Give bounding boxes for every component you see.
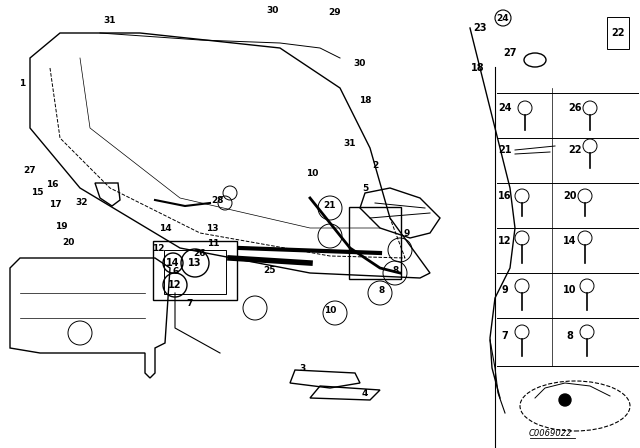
Text: 12: 12 bbox=[168, 280, 182, 290]
Text: 9: 9 bbox=[502, 285, 508, 295]
Text: 14: 14 bbox=[166, 258, 180, 268]
Text: 12: 12 bbox=[152, 244, 164, 253]
Text: 14: 14 bbox=[159, 224, 172, 233]
Circle shape bbox=[559, 394, 571, 406]
Text: 28: 28 bbox=[212, 195, 224, 204]
Text: 10: 10 bbox=[324, 306, 336, 314]
Text: 18: 18 bbox=[471, 63, 485, 73]
Text: 21: 21 bbox=[499, 145, 512, 155]
Text: 15: 15 bbox=[31, 188, 44, 197]
Text: C0069022: C0069022 bbox=[528, 428, 572, 438]
Text: 20: 20 bbox=[62, 237, 74, 246]
Text: 1: 1 bbox=[19, 78, 25, 87]
Text: 11: 11 bbox=[207, 238, 220, 247]
Text: 19: 19 bbox=[54, 221, 67, 231]
Text: 7: 7 bbox=[502, 331, 508, 341]
Text: 14: 14 bbox=[563, 236, 577, 246]
Text: 10: 10 bbox=[563, 285, 577, 295]
Text: 5: 5 bbox=[362, 184, 368, 193]
Text: 23: 23 bbox=[473, 23, 487, 33]
Text: 32: 32 bbox=[76, 198, 88, 207]
Text: 30: 30 bbox=[354, 59, 366, 68]
Text: 20: 20 bbox=[563, 191, 577, 201]
Text: 13: 13 bbox=[205, 224, 218, 233]
Text: 2: 2 bbox=[372, 160, 378, 169]
Text: 24: 24 bbox=[497, 13, 509, 22]
Text: 30: 30 bbox=[267, 5, 279, 14]
Text: 17: 17 bbox=[49, 199, 61, 208]
Text: 8: 8 bbox=[566, 331, 573, 341]
Text: 31: 31 bbox=[344, 138, 356, 147]
Text: 25: 25 bbox=[264, 266, 276, 275]
Text: 22: 22 bbox=[568, 145, 582, 155]
Text: 8: 8 bbox=[379, 285, 385, 294]
Text: 16: 16 bbox=[45, 180, 58, 189]
Text: 22: 22 bbox=[611, 28, 625, 38]
Text: 8: 8 bbox=[393, 266, 399, 275]
Text: 27: 27 bbox=[24, 165, 36, 175]
Text: 9: 9 bbox=[404, 228, 410, 237]
Text: 24: 24 bbox=[499, 103, 512, 113]
Text: 7: 7 bbox=[187, 298, 193, 307]
Text: 31: 31 bbox=[104, 16, 116, 25]
Text: 18: 18 bbox=[359, 95, 371, 104]
Text: 6: 6 bbox=[173, 267, 179, 276]
Text: 21: 21 bbox=[324, 201, 336, 210]
Text: 4: 4 bbox=[362, 388, 368, 397]
Text: 13: 13 bbox=[188, 258, 202, 268]
Text: 26: 26 bbox=[193, 249, 205, 258]
Text: 27: 27 bbox=[503, 48, 516, 58]
Text: 29: 29 bbox=[329, 8, 341, 17]
Text: 3: 3 bbox=[299, 363, 305, 372]
Text: 10: 10 bbox=[306, 168, 318, 177]
Text: 16: 16 bbox=[499, 191, 512, 201]
Text: 26: 26 bbox=[568, 103, 582, 113]
Text: 12: 12 bbox=[499, 236, 512, 246]
